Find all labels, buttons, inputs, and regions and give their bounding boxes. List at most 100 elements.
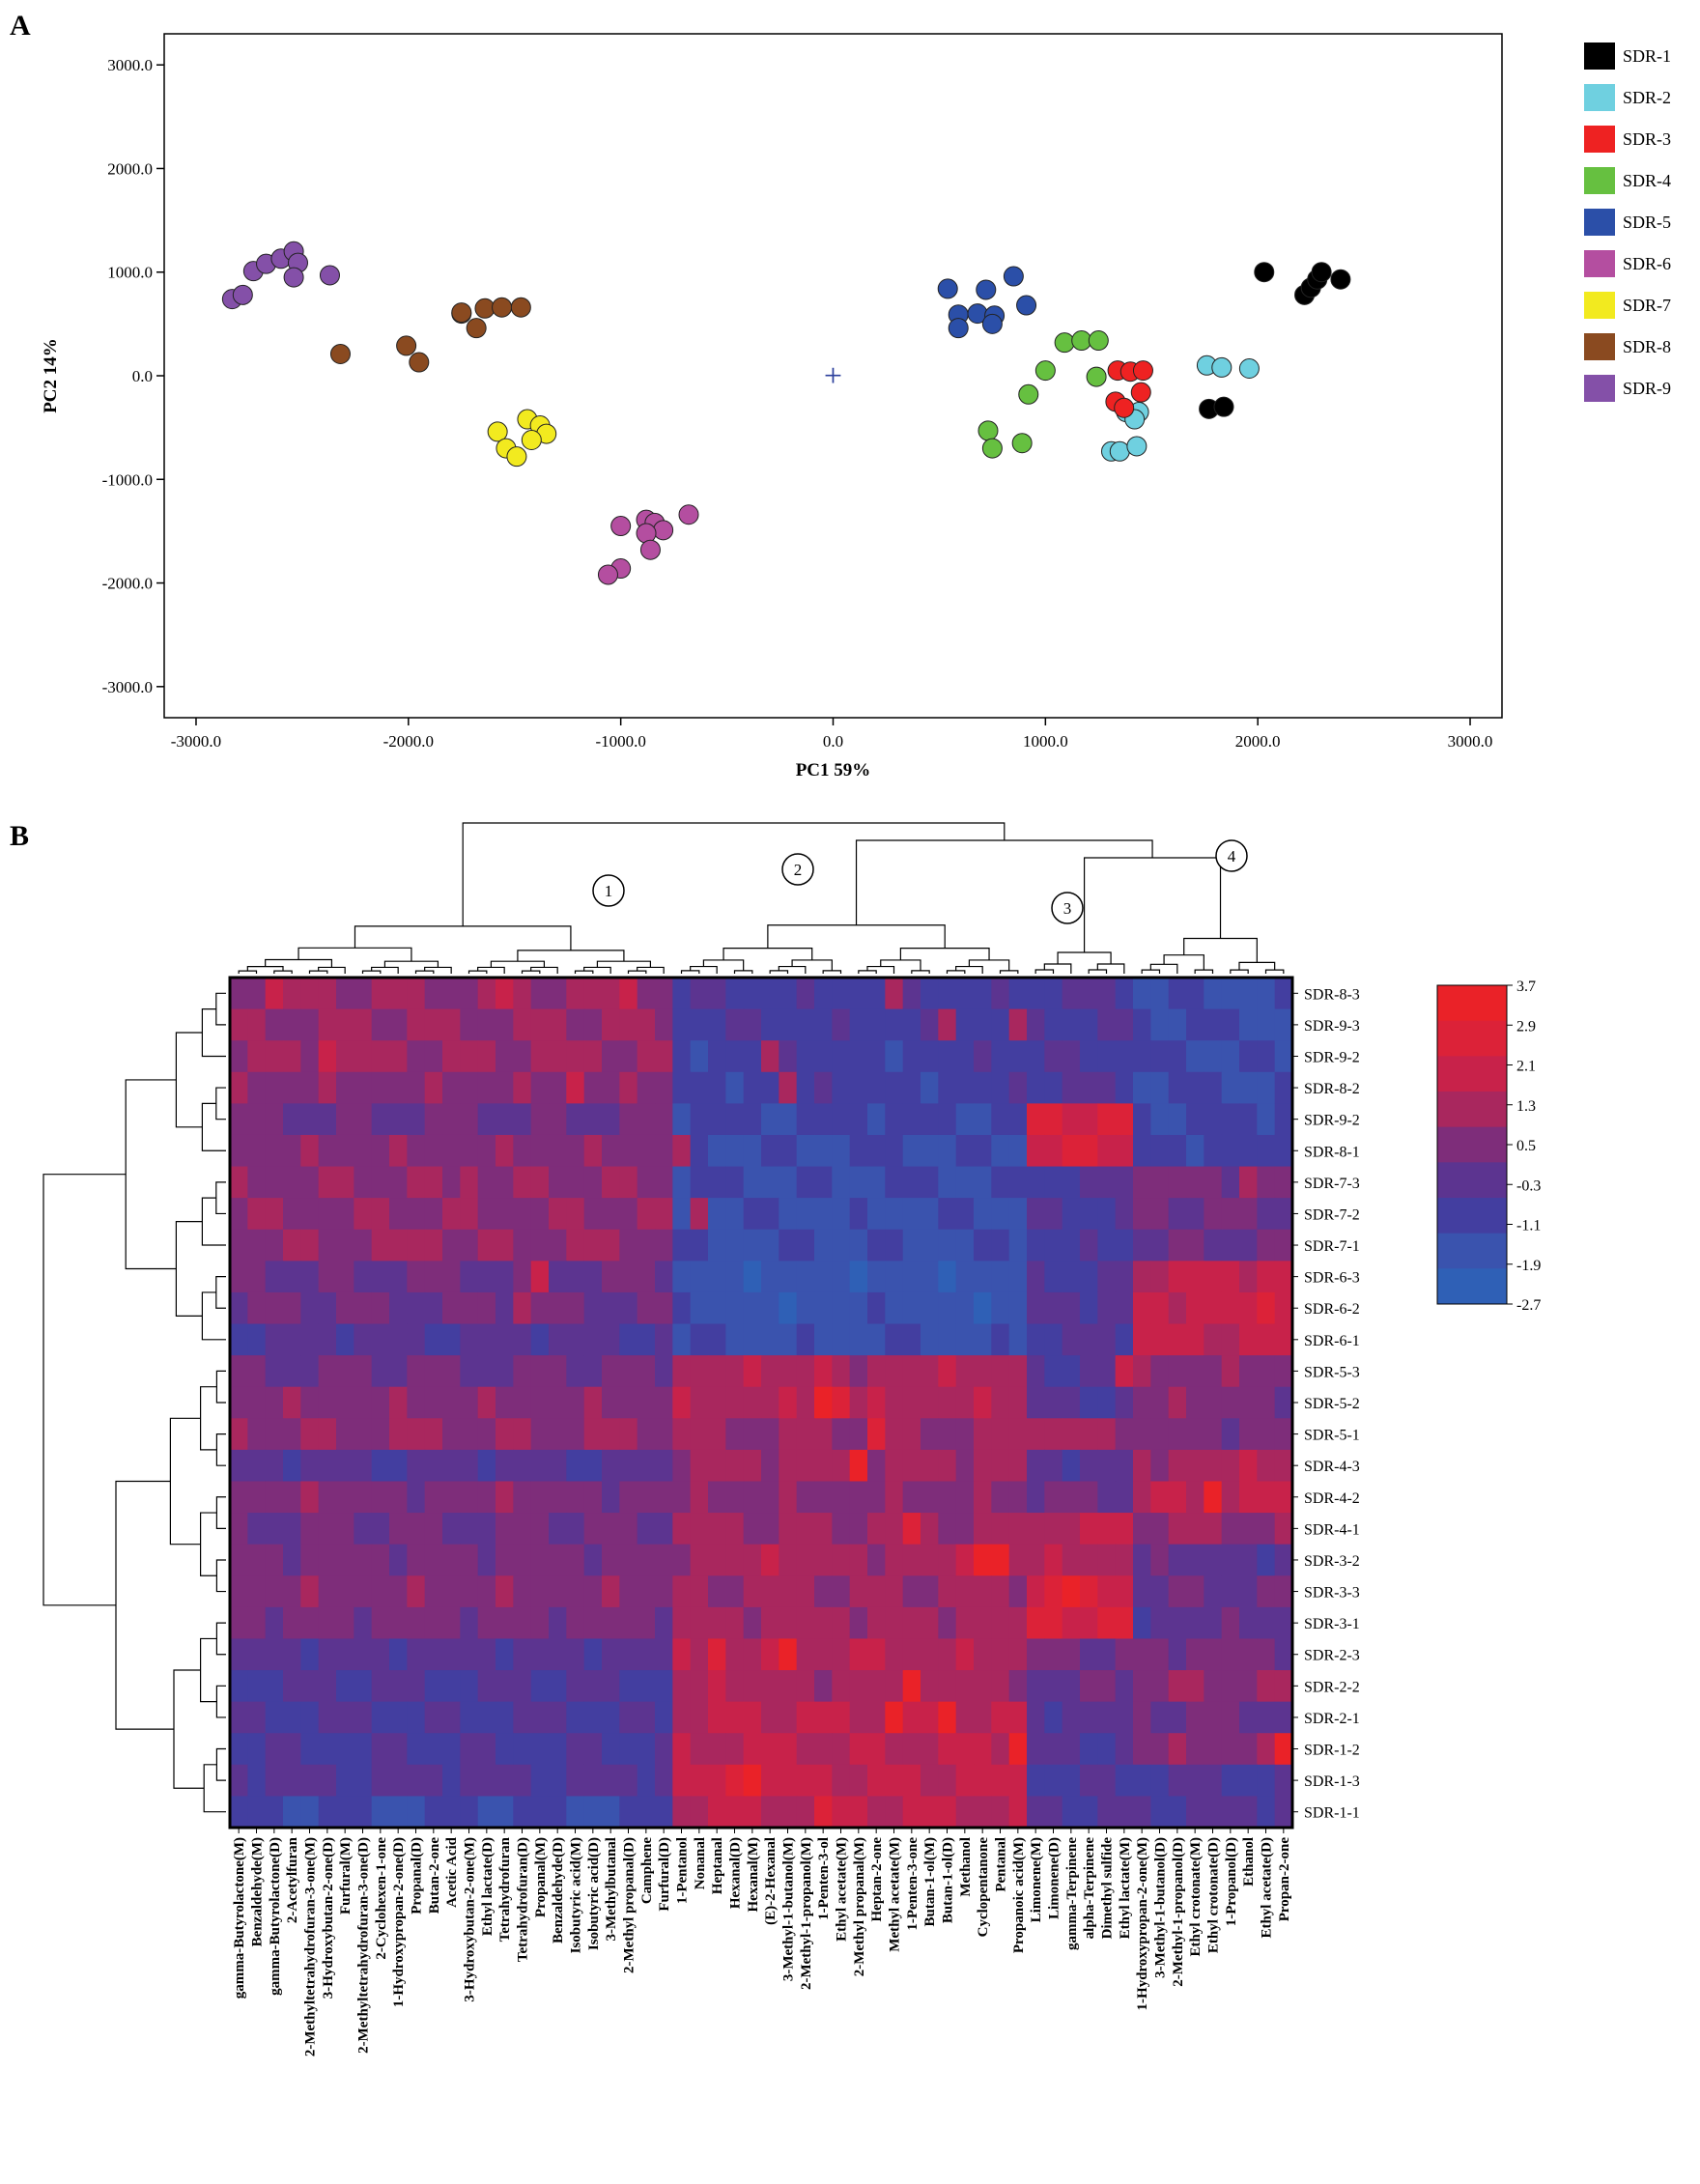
heatmap-cell bbox=[354, 1733, 373, 1766]
heatmap-cell bbox=[583, 1513, 603, 1546]
heatmap-cell bbox=[761, 1733, 779, 1766]
heatmap-cell bbox=[389, 978, 408, 1010]
heatmap-cell bbox=[424, 1291, 443, 1325]
heatmap-cell bbox=[779, 1040, 798, 1073]
heatmap-cell bbox=[265, 1481, 284, 1514]
heatmap-cell bbox=[371, 1418, 390, 1451]
heatmap-cell bbox=[1080, 1166, 1098, 1199]
heatmap-cell bbox=[513, 1291, 532, 1325]
heatmap-cell bbox=[513, 1355, 532, 1388]
heatmap-cell bbox=[442, 1134, 461, 1168]
heatmap-cell bbox=[1115, 1418, 1134, 1451]
x-tick-label: 0.0 bbox=[823, 732, 843, 751]
heatmap-cell bbox=[1008, 1544, 1028, 1576]
heatmap-cell bbox=[1221, 978, 1240, 1010]
heatmap-cell bbox=[1186, 1291, 1204, 1325]
heatmap-cell bbox=[1274, 1261, 1293, 1293]
heatmap-cell bbox=[938, 1606, 957, 1640]
heatmap-cell bbox=[796, 1481, 815, 1514]
heatmap-cell bbox=[743, 1575, 762, 1608]
heatmap-cell bbox=[1133, 1544, 1151, 1576]
heatmap-cell bbox=[902, 1166, 921, 1199]
heatmap-cell bbox=[867, 1513, 886, 1546]
heatmap-cell bbox=[885, 1701, 904, 1734]
heatmap-cell bbox=[637, 1323, 656, 1356]
heatmap-cell bbox=[247, 1764, 267, 1798]
column-label: Benzaldehyde(M) bbox=[250, 1837, 266, 1946]
heatmap-cell bbox=[974, 1386, 992, 1419]
row-label: SDR-1-1 bbox=[1304, 1805, 1360, 1822]
dendrogram-branch bbox=[1034, 969, 1055, 974]
heatmap-cell bbox=[371, 1198, 390, 1231]
heatmap-cell bbox=[938, 1513, 957, 1546]
heatmap-cell bbox=[424, 1166, 443, 1199]
heatmap-cell bbox=[779, 1355, 798, 1388]
heatmap-cell bbox=[442, 1386, 461, 1419]
point-sdr-5 bbox=[1016, 295, 1037, 316]
heatmap-cell bbox=[1186, 1513, 1204, 1546]
dendrogram-branch bbox=[1096, 963, 1125, 974]
heatmap-cell bbox=[885, 1606, 904, 1640]
heatmap-cell bbox=[407, 1449, 426, 1483]
heatmap-cell bbox=[424, 1449, 443, 1483]
heatmap-cell bbox=[283, 1449, 301, 1483]
heatmap-cell bbox=[1168, 1701, 1187, 1734]
heatmap-cell bbox=[619, 1764, 638, 1798]
heatmap-cell bbox=[991, 1764, 1010, 1798]
heatmap-cell bbox=[318, 1198, 337, 1231]
point-sdr-4 bbox=[1088, 330, 1109, 352]
column-label: 1-Hydroxypropan-2-one(D) bbox=[391, 1837, 407, 2007]
heatmap-cell bbox=[513, 1606, 532, 1640]
heatmap-cell bbox=[530, 1386, 550, 1419]
heatmap-cell bbox=[300, 1261, 320, 1293]
heatmap-cell bbox=[230, 1796, 248, 1829]
dendrogram-branch bbox=[246, 966, 284, 972]
heatmap-cell bbox=[371, 1103, 390, 1136]
heatmap-cell bbox=[583, 1134, 603, 1168]
heatmap-cell bbox=[1027, 1355, 1045, 1388]
heatmap-cell bbox=[814, 1291, 833, 1325]
heatmap-cell bbox=[265, 1386, 284, 1419]
heatmap-cell bbox=[991, 1386, 1010, 1419]
heatmap-cell bbox=[300, 1198, 320, 1231]
heatmap-cell bbox=[779, 1796, 798, 1829]
heatmap-cell bbox=[1168, 1229, 1187, 1262]
heatmap-cell bbox=[1221, 1670, 1240, 1703]
heatmap-cell bbox=[1080, 1764, 1098, 1798]
heatmap-cell bbox=[796, 1764, 815, 1798]
heatmap-cell bbox=[921, 1449, 939, 1483]
heatmap-cell bbox=[921, 1103, 939, 1136]
heatmap-cell bbox=[1097, 1701, 1117, 1734]
heatmap-cell bbox=[1044, 1134, 1063, 1168]
heatmap-cell bbox=[955, 1638, 975, 1671]
heatmap-cell bbox=[460, 1481, 479, 1514]
dendrogram-branch bbox=[42, 1174, 127, 1606]
heatmap-cell bbox=[265, 1355, 284, 1388]
heatmap-cell bbox=[1221, 1513, 1240, 1546]
heatmap-cell bbox=[619, 1071, 638, 1104]
heatmap-cell bbox=[442, 1291, 461, 1325]
heatmap-cell bbox=[1204, 1166, 1223, 1199]
heatmap-cell bbox=[867, 1229, 886, 1262]
column-label: 3-Methyl-1-butanol(M) bbox=[781, 1837, 797, 1981]
heatmap-cell bbox=[832, 1670, 851, 1703]
heatmap-cell bbox=[938, 1134, 957, 1168]
heatmap-cell bbox=[761, 1355, 779, 1388]
heatmap-cell bbox=[1062, 1449, 1081, 1483]
heatmap-cell bbox=[1239, 1764, 1258, 1798]
heatmap-cell bbox=[725, 978, 745, 1010]
heatmap-cell bbox=[1044, 1291, 1063, 1325]
column-label: 1-Propanol(D) bbox=[1224, 1837, 1239, 1926]
heatmap-cell bbox=[389, 1071, 408, 1104]
colorbar-segment bbox=[1437, 1198, 1507, 1234]
heatmap-cell bbox=[1150, 1701, 1170, 1734]
heatmap-cell bbox=[690, 1481, 709, 1514]
heatmap-cell bbox=[283, 1291, 301, 1325]
heatmap-cell bbox=[796, 978, 815, 1010]
heatmap-cell bbox=[832, 1198, 851, 1231]
heatmap-cell bbox=[761, 1071, 779, 1104]
heatmap-cell bbox=[814, 1418, 833, 1451]
row-label: SDR-6-2 bbox=[1304, 1301, 1360, 1318]
heatmap-cell bbox=[371, 1229, 390, 1262]
heatmap-cell bbox=[1080, 1418, 1098, 1451]
